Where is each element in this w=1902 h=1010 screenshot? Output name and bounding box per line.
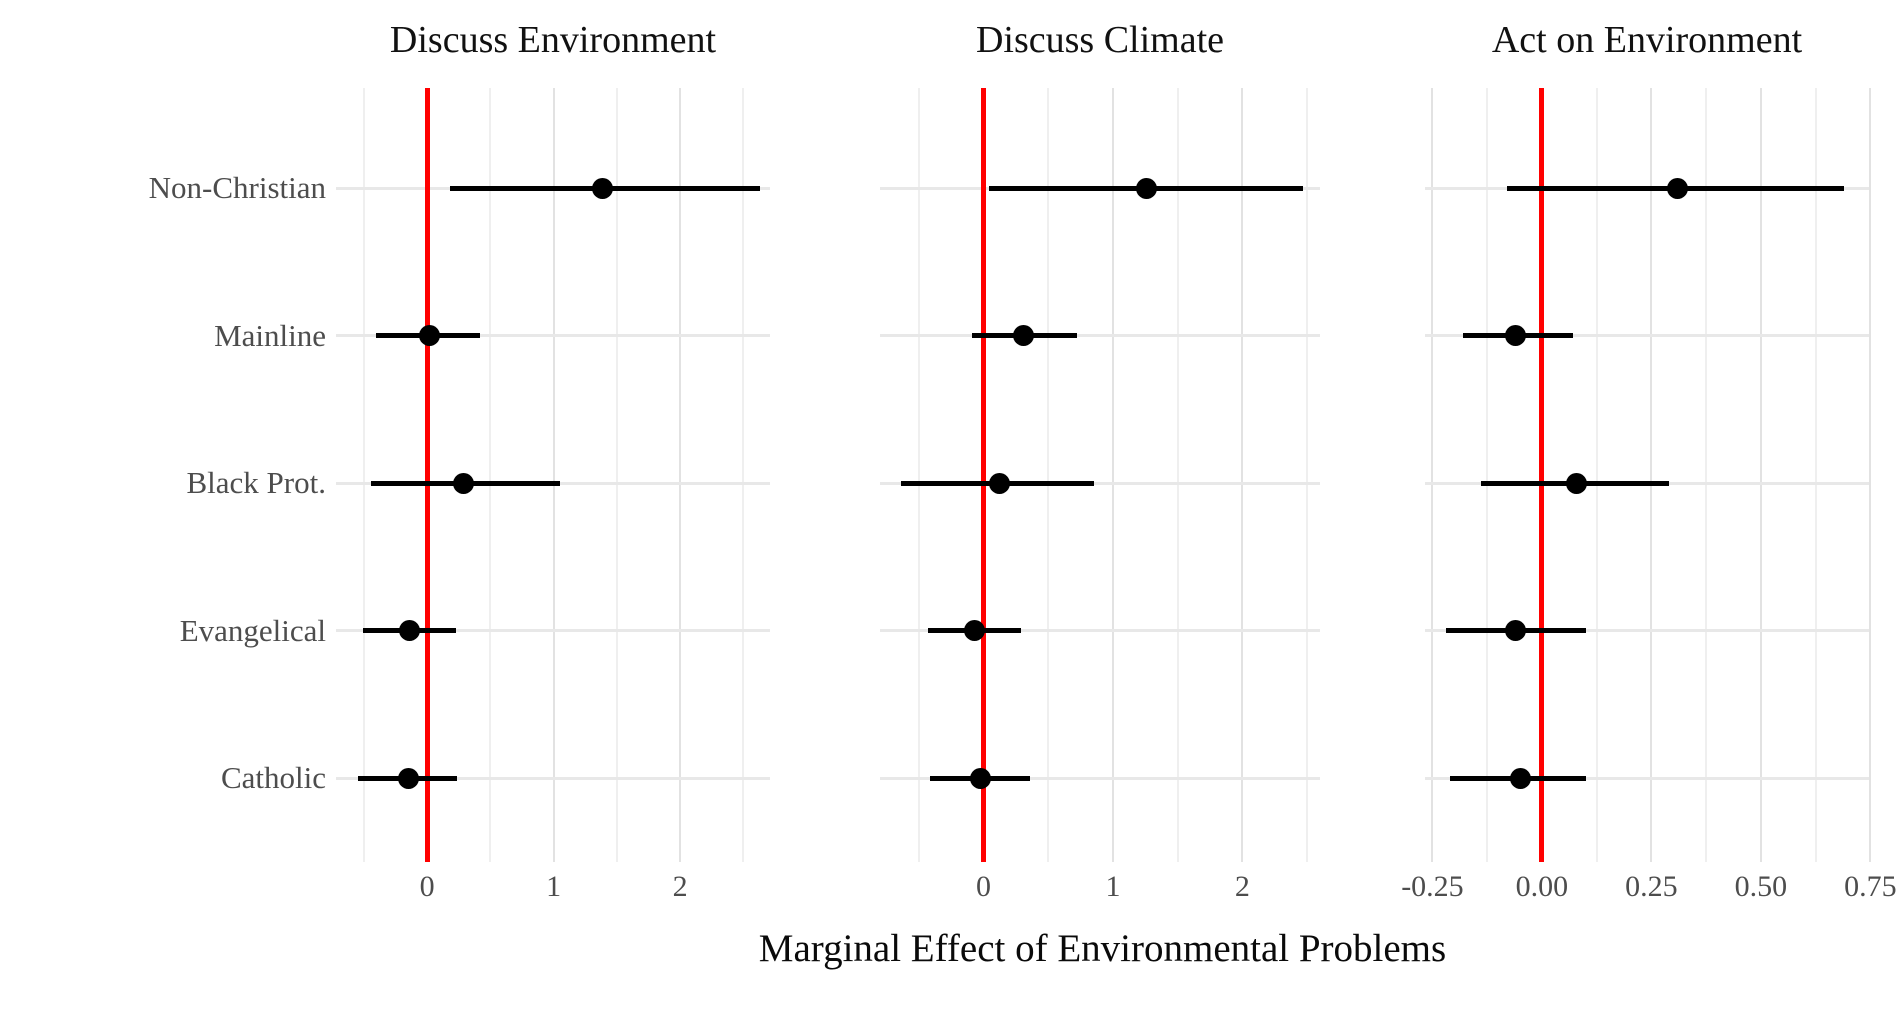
row-gridline [336,629,770,632]
row-gridline [1425,776,1869,780]
point-estimate [1505,325,1527,346]
x-tick-label: 2 [1234,870,1250,903]
row-gridline [1425,629,1869,632]
x-tick-label: 2 [672,870,688,903]
row-gridline [1425,334,1869,337]
major-gridline [1869,88,1872,862]
facet-title-act-on-environment: Act on Environment [1491,19,1803,61]
x-tick-label: -0.25 [1401,870,1464,903]
point-estimate [1509,767,1531,789]
y-axis-label-catholic: Catholic [220,760,326,795]
minor-gridline [1176,88,1179,862]
facet-title-discuss-climate: Discuss Climate [975,19,1225,61]
zero-reference-line [981,88,987,862]
facet-title-discuss-environment: Discuss Environment [389,19,717,61]
x-tick-label: 1 [546,870,562,903]
y-axis-label-evangelical: Evangelical [179,612,326,648]
major-gridline [1650,88,1653,862]
major-gridline [1111,88,1114,862]
minor-gridline [1814,88,1817,862]
x-tick-label: 0.25 [1625,870,1678,903]
minor-gridline [1705,88,1708,862]
point-estimate [1013,325,1035,346]
major-gridline [1759,88,1762,862]
row-gridline [336,334,770,337]
minor-gridline [1486,88,1489,862]
point-estimate [1667,177,1689,199]
minor-gridline [917,88,920,862]
minor-gridline [742,88,745,862]
y-axis-label-mainline: Mainline [214,317,326,353]
minor-gridline [362,88,365,862]
row-gridline [336,776,770,780]
point-estimate [592,177,614,199]
zero-reference-line [1539,88,1545,862]
point-estimate [1136,177,1158,199]
point-estimate [398,620,420,641]
x-tick-label: 0 [976,870,992,903]
x-axis-title: Marginal Effect of Environmental Problem… [758,927,1447,970]
y-axis-label-black-prot: Black Prot. [186,465,327,500]
minor-gridline [489,88,492,862]
minor-gridline [1306,88,1309,862]
major-gridline [552,88,555,862]
y-axis-label-non-christian: Non-Christian [148,170,326,205]
point-estimate [1566,472,1588,494]
panel-discuss-climate [880,88,1320,862]
row-gridline [880,334,1320,337]
minor-gridline [615,88,618,862]
x-tick-label: 1 [1105,870,1121,903]
major-gridline [1431,88,1434,862]
major-gridline [1241,88,1244,862]
minor-gridline [1047,88,1050,862]
point-estimate [970,767,992,789]
panel-act-on-environment [1425,88,1872,862]
point-estimate [963,620,985,641]
point-estimate [988,472,1010,494]
point-estimate [419,325,441,346]
point-estimate [453,472,475,494]
row-gridline [880,776,1320,780]
row-gridline [880,481,1320,485]
x-tick-label: 0.50 [1734,870,1788,903]
minor-gridline [1595,88,1598,862]
row-gridline [880,629,1320,632]
zero-reference-line [424,88,430,862]
x-tick-label: 0.00 [1515,870,1569,903]
point-estimate [397,767,419,789]
major-gridline [679,88,682,862]
panel-discuss-environment [336,88,770,862]
x-tick-label: 0 [419,870,435,903]
x-tick-label: 0.75 [1844,870,1897,903]
point-estimate [1505,620,1527,641]
